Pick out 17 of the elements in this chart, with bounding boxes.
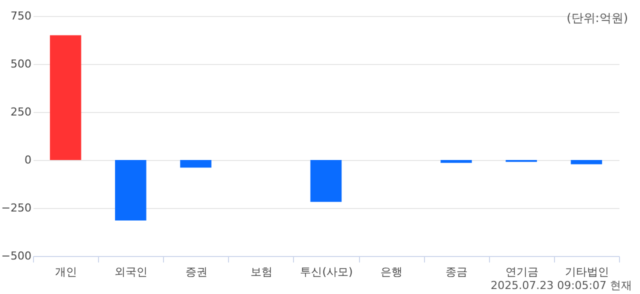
y-tick-label: −500 [1, 250, 32, 262]
y-tick-label: 500 [10, 58, 32, 70]
x-tick-label: 투신(사모) [300, 266, 353, 278]
annotation: (단위:억원) [566, 10, 628, 27]
x-tick-label: 연기금 [505, 266, 538, 278]
x-tick-label: 개인 [55, 266, 78, 278]
x-tick-label: 외국인 [114, 266, 148, 278]
x-tick-label: 은행 [380, 266, 403, 278]
x-tick-label: 증권 [185, 266, 208, 278]
x-tick-label: 종금 [446, 266, 468, 278]
y-tick-label: −250 [1, 202, 32, 214]
y-tick-label: 750 [10, 10, 32, 22]
x-tick-label: 기타법인 [564, 266, 609, 278]
x-tick-label: 보험 [250, 266, 272, 278]
y-tick-label: 250 [10, 106, 32, 118]
y-tick-label: 0 [24, 154, 32, 166]
text: 2025.07.23 09:05:07 현재 [490, 279, 632, 292]
